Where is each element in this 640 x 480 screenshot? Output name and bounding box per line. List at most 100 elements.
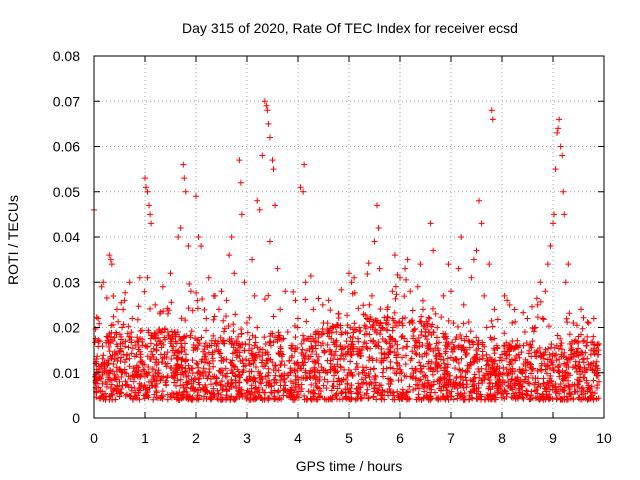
data-point [119,382,126,389]
x-tick-label: 10 [596,430,612,446]
data-point [237,179,244,186]
data-point [378,349,385,356]
data-point [344,372,351,379]
data-point [234,347,241,354]
data-point [178,356,185,363]
data-point [443,377,450,384]
data-point [519,370,526,377]
data-point [131,368,138,375]
data-point [458,373,465,380]
data-point [399,322,406,329]
data-point [123,370,130,377]
data-point [121,359,128,366]
data-point [270,166,277,173]
data-point [120,321,127,328]
data-point [575,345,582,352]
data-point [377,391,384,398]
data-point [246,341,253,348]
data-point [128,350,135,357]
data-point [267,389,274,396]
data-point [327,307,334,314]
data-point [536,344,543,351]
data-point [344,312,351,319]
data-point [211,340,218,347]
data-point [214,387,221,394]
data-point [284,372,291,379]
data-point [310,390,317,397]
data-point [423,336,430,343]
data-point [421,382,428,389]
data-point [413,351,420,358]
data-point [124,381,131,388]
data-point [443,339,450,346]
data-point [406,383,413,390]
data-point [399,345,406,352]
data-point [94,353,101,360]
data-point [531,325,538,332]
data-point [460,301,467,308]
data-point [525,379,532,386]
data-point [387,364,394,371]
data-point [412,385,419,392]
data-point [404,256,411,263]
data-point [179,335,186,342]
data-point [113,376,120,383]
data-point [567,340,574,347]
data-point [534,367,541,374]
data-point [499,390,506,397]
data-point [435,339,442,346]
data-point [195,336,202,343]
data-point [134,316,141,323]
data-point [499,351,505,358]
data-point [114,383,121,390]
data-point [396,318,403,325]
data-point [229,370,236,377]
data-point [180,161,187,168]
data-point [247,361,254,368]
data-point [563,363,570,370]
data-point [449,339,456,346]
data-point [338,286,345,293]
data-point [102,379,109,386]
data-point [184,379,191,386]
data-point [271,334,278,341]
data-point [548,358,555,365]
data-point [96,374,103,381]
data-point [289,342,296,349]
data-point [330,365,337,372]
data-point [520,395,527,402]
data-point [110,321,117,328]
data-point [399,386,406,393]
data-point [300,188,307,195]
data-point [295,315,301,322]
data-point [117,358,124,365]
data-point [471,371,478,378]
data-point [185,305,192,312]
data-point [259,346,266,353]
data-point [592,363,599,370]
data-point [418,313,425,320]
data-point [341,344,348,351]
data-point [465,337,472,344]
data-point [379,369,386,376]
data-point [542,385,549,392]
data-point [392,283,399,290]
data-point [238,211,245,218]
data-point [107,256,114,263]
data-point [179,364,186,371]
data-point [397,391,404,398]
data-point [324,341,331,348]
data-point [261,334,268,341]
y-tick-label: 0.05 [53,184,80,200]
data-point [590,333,597,340]
data-point [337,363,344,370]
data-point [513,343,520,350]
data-point [465,365,472,372]
data-point [218,288,225,295]
data-point [104,357,111,364]
data-point [148,348,155,355]
data-point [216,367,223,374]
data-point [587,351,594,358]
data-point [338,329,345,336]
data-point [249,332,256,339]
